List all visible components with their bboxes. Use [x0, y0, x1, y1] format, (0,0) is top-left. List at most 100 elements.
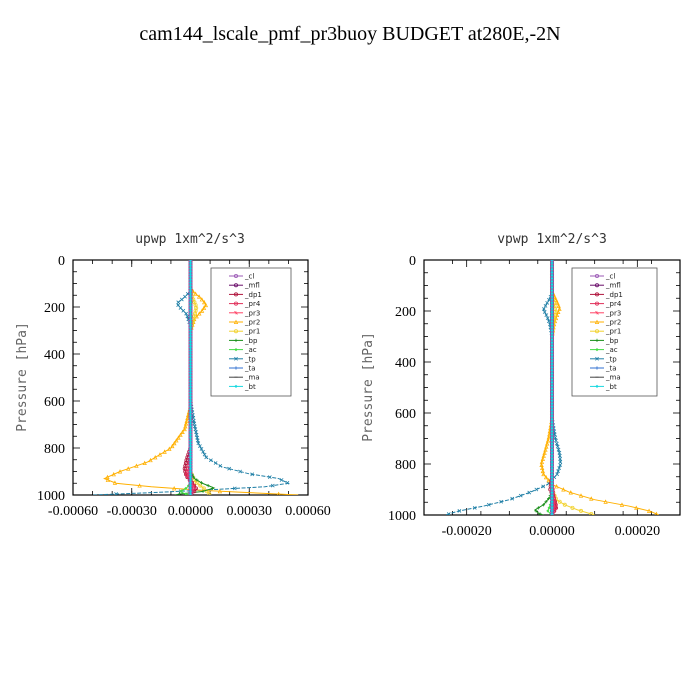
- series-marker-pr1: [562, 502, 567, 507]
- series-marker-bp: [177, 492, 182, 495]
- series-marker-bt: [550, 435, 554, 440]
- legend-label: _pr1: [605, 328, 621, 336]
- series-marker-pr2: [568, 490, 573, 495]
- y-tick-label: 1000: [37, 489, 65, 504]
- series-marker-bt: [550, 463, 554, 467]
- series-marker-bt: [188, 444, 193, 448]
- series-marker-pr2: [184, 418, 189, 423]
- series-marker-pr2: [541, 471, 546, 477]
- series-marker-bt: [550, 457, 554, 461]
- series-marker-tp: [199, 447, 204, 451]
- series-marker-pr2: [276, 491, 281, 495]
- series-marker-pr2: [554, 484, 559, 489]
- legend-marker: [234, 384, 238, 388]
- x-tick-label: 0.00060: [285, 504, 331, 519]
- series-marker-bt: [188, 337, 193, 341]
- series-marker-bt: [188, 317, 193, 321]
- series-marker-tp: [546, 319, 551, 324]
- legend-label: _mfl: [244, 282, 260, 290]
- series-marker-bt: [188, 303, 193, 307]
- series-marker-bt: [550, 405, 554, 409]
- series-marker-pr1: [589, 511, 594, 515]
- series-marker-bt: [550, 414, 554, 418]
- series-marker-bt: [188, 354, 193, 358]
- series-marker-tp: [558, 460, 563, 464]
- series-marker-pr2: [172, 440, 177, 446]
- y-tick-label: 600: [44, 395, 65, 410]
- y-axis-label-vpwp: Pressure [hPa]: [361, 332, 376, 442]
- legend-label: _bp: [605, 337, 619, 345]
- y-tick-label: 800: [44, 442, 65, 457]
- series-marker-pr2: [540, 465, 545, 471]
- series-marker-bt: [550, 264, 554, 268]
- y-tick-label: 200: [395, 305, 416, 320]
- series-marker-pr2: [134, 463, 139, 468]
- legend-marker: [594, 319, 600, 324]
- series-marker-bp: [210, 486, 215, 491]
- legend: _cl_mfl_dp1_pr4_pr3_pr2_pr1_bp_ac_tp_ta_…: [571, 267, 658, 397]
- legend-marker: [595, 273, 600, 278]
- series-marker-tp: [183, 294, 187, 299]
- series-marker-bt: [550, 341, 554, 345]
- series-marker-bt: [550, 445, 554, 449]
- series-marker-bt: [550, 322, 554, 326]
- series-marker-tp: [176, 300, 181, 305]
- y-tick-label: 200: [44, 301, 65, 316]
- figure-title: cam144_lscale_pmf_pr3buoy BUDGET at280E,…: [139, 23, 560, 45]
- legend-marker: [233, 319, 239, 324]
- series-marker-bt: [550, 362, 554, 366]
- series-marker-bt: [188, 345, 193, 350]
- series-marker-bt: [188, 357, 193, 361]
- series-marker-bt: [188, 260, 193, 262]
- series-marker-ac: [179, 489, 183, 493]
- series-marker-pr2: [178, 432, 183, 437]
- series-marker-bt: [550, 374, 554, 378]
- series-marker-bt: [188, 388, 193, 392]
- panel-title-vpwp: vpwp 1xm^2/s^3: [497, 232, 607, 247]
- series-marker-bt: [550, 442, 554, 446]
- series-marker-pr2: [182, 426, 187, 432]
- series-marker-bt: [550, 313, 554, 317]
- series-marker-bt: [188, 340, 193, 344]
- series-marker-bt: [188, 278, 193, 282]
- series-marker-bt: [550, 396, 554, 400]
- legend-label: _cl: [244, 273, 254, 281]
- legend-label: _pr4: [605, 300, 622, 308]
- series-marker-tp: [232, 486, 237, 491]
- series-marker-tp: [446, 512, 451, 515]
- series-marker-bt: [550, 423, 554, 427]
- series-marker-bt: [188, 314, 193, 318]
- legend-marker: [595, 366, 599, 370]
- chart-panel-vpwp: vpwp 1xm^2/s^3 Pressure [hPa] 0 200 400 600…: [361, 232, 681, 539]
- series-marker-bt: [188, 289, 193, 293]
- series-marker-pr2: [137, 483, 142, 488]
- legend-label: _tp: [605, 355, 617, 363]
- series-marker-tp: [555, 472, 560, 477]
- legend-label: _ac: [605, 346, 618, 354]
- series-marker-pr2: [546, 435, 551, 440]
- series-marker-tp: [238, 469, 242, 474]
- legend-label: _pr2: [605, 319, 621, 327]
- series-line-tp: [92, 260, 291, 495]
- series-marker-bt: [550, 298, 554, 302]
- series-marker-tp: [558, 463, 563, 467]
- series-marker-bt: [550, 304, 554, 308]
- series-marker-bt: [550, 490, 554, 495]
- series-marker-pr2: [634, 505, 639, 510]
- series-marker-tp: [556, 469, 561, 474]
- series-marker-pr1: [570, 505, 575, 510]
- series-marker-bt: [188, 489, 193, 493]
- series-marker-bt: [550, 417, 554, 421]
- series-marker-bt: [188, 455, 193, 459]
- series-marker-tp: [195, 438, 200, 443]
- series-marker-ac: [184, 486, 188, 491]
- series-marker-pr2: [546, 477, 551, 483]
- legend-label: _ta: [605, 365, 617, 373]
- series-marker-bt: [188, 300, 193, 304]
- series-marker-bt: [550, 429, 554, 433]
- series-marker-pr2: [553, 297, 559, 302]
- y-tick-label: 1000: [388, 509, 416, 524]
- series-marker-pr2: [543, 447, 548, 452]
- series-marker-bt: [188, 368, 193, 372]
- series-marker-bt: [550, 353, 554, 357]
